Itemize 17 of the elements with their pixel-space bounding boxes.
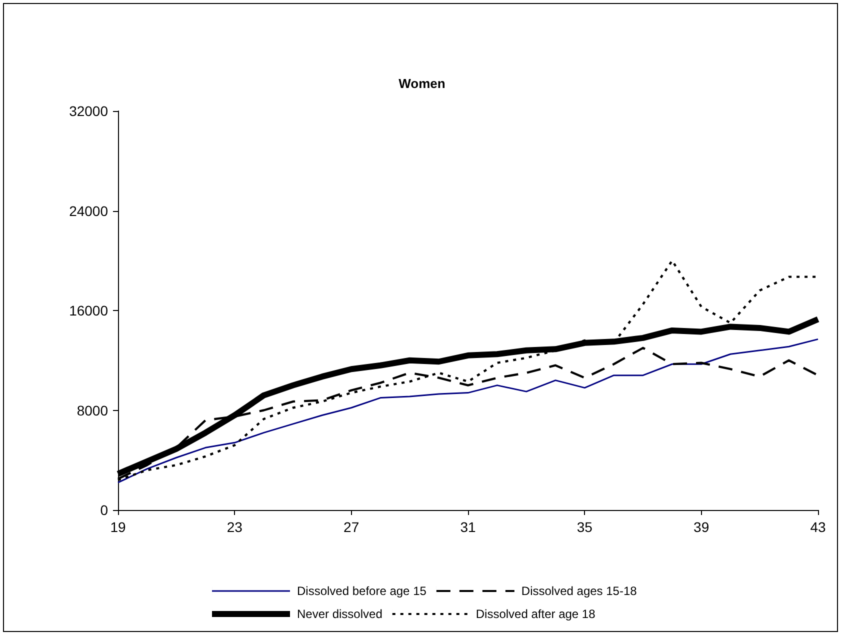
x-tick-label: 43 — [810, 519, 826, 535]
legend-label: Dissolved ages 15-18 — [521, 584, 638, 598]
x-tick-label: 23 — [226, 519, 243, 535]
chart-title: Women — [398, 76, 446, 91]
y-tick-label: 8000 — [76, 402, 108, 418]
legend-label: Dissolved before age 15 — [297, 584, 427, 598]
x-tick-label: 19 — [110, 519, 126, 535]
x-tick-label: 39 — [694, 519, 710, 535]
x-tick-label: 27 — [344, 519, 360, 535]
legend-label: Never dissolved — [297, 607, 382, 621]
x-tick-label: 31 — [460, 519, 476, 535]
y-tick-label: 16000 — [69, 302, 108, 318]
y-tick-label: 24000 — [69, 202, 108, 219]
y-tick-label: 32000 — [69, 103, 108, 119]
x-tick-label: 35 — [576, 519, 593, 535]
y-tick-label: 0 — [100, 502, 108, 518]
legend-label: Dissolved after age 18 — [476, 607, 596, 621]
